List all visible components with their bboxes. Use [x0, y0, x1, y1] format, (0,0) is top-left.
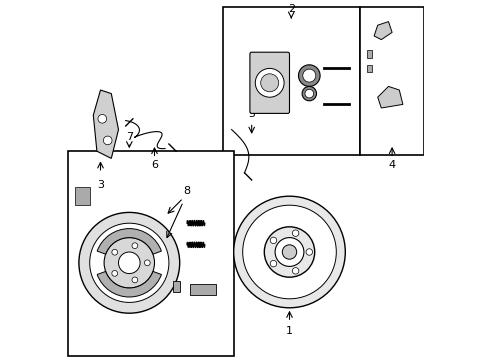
Circle shape — [89, 223, 168, 302]
FancyBboxPatch shape — [249, 52, 289, 113]
Circle shape — [255, 68, 284, 97]
Circle shape — [270, 237, 276, 244]
Circle shape — [242, 205, 336, 299]
Circle shape — [264, 227, 314, 277]
Bar — [359, 7, 424, 155]
Bar — [366, 50, 371, 58]
Bar — [223, 7, 359, 155]
Circle shape — [275, 238, 303, 266]
Text: 3: 3 — [97, 180, 104, 190]
Circle shape — [305, 89, 313, 98]
Circle shape — [270, 260, 276, 267]
Text: 4: 4 — [388, 160, 395, 170]
Polygon shape — [377, 86, 402, 108]
Bar — [68, 151, 233, 356]
Circle shape — [233, 196, 345, 308]
Circle shape — [302, 86, 316, 101]
Circle shape — [112, 249, 118, 255]
Bar — [366, 65, 371, 72]
Text: 8: 8 — [183, 186, 190, 196]
Circle shape — [79, 212, 179, 313]
Circle shape — [282, 245, 296, 259]
Circle shape — [292, 230, 298, 237]
Text: 1: 1 — [285, 326, 292, 336]
Circle shape — [98, 114, 106, 123]
Circle shape — [292, 267, 298, 274]
Polygon shape — [190, 284, 215, 295]
Circle shape — [144, 260, 150, 266]
Text: 7: 7 — [125, 132, 133, 142]
Polygon shape — [172, 281, 179, 292]
Text: 6: 6 — [151, 160, 158, 170]
Circle shape — [305, 249, 312, 255]
Circle shape — [260, 74, 278, 92]
Text: 2: 2 — [287, 4, 294, 14]
Polygon shape — [93, 90, 118, 158]
Circle shape — [104, 238, 154, 288]
Circle shape — [298, 65, 320, 86]
Wedge shape — [97, 271, 161, 297]
Polygon shape — [373, 22, 391, 40]
Circle shape — [132, 243, 138, 248]
Circle shape — [118, 252, 140, 274]
Circle shape — [103, 136, 112, 145]
Circle shape — [302, 69, 315, 82]
Circle shape — [112, 270, 118, 276]
Text: 5: 5 — [248, 109, 255, 119]
Bar — [75, 187, 89, 205]
Circle shape — [132, 277, 138, 283]
Wedge shape — [97, 229, 161, 254]
